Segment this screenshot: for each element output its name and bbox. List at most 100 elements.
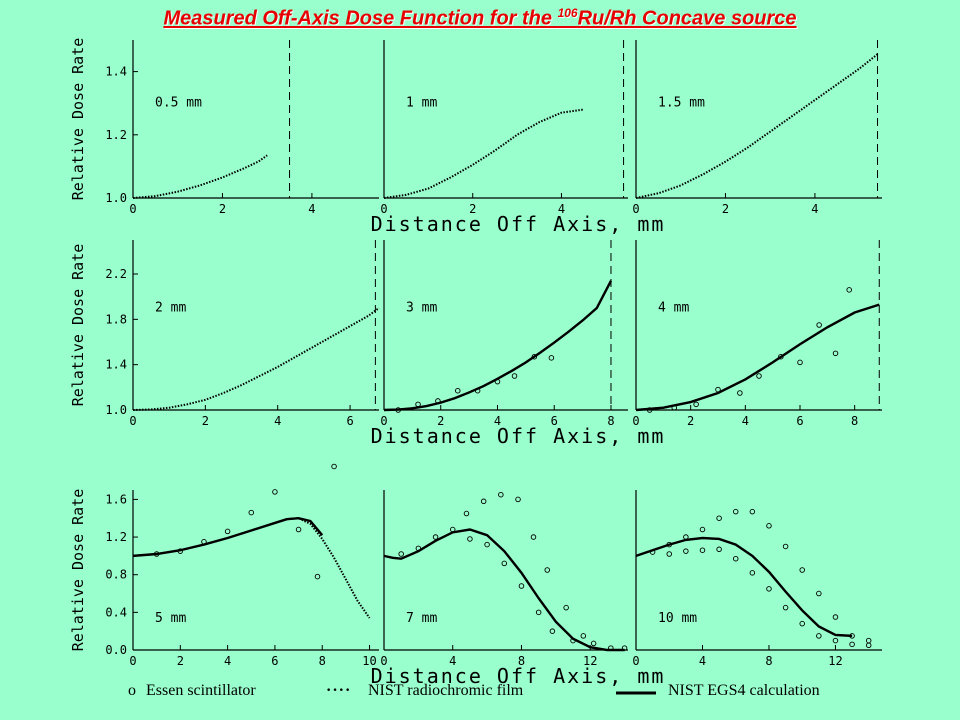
film-curve (132, 517, 371, 619)
panel-7: 0 4 8 12 7 mm (380, 490, 628, 668)
essen-point (766, 586, 772, 592)
legend: o Essen scintillator ···· NIST radiochro… (0, 682, 960, 706)
x-tick-label: 6 (346, 414, 353, 428)
legend-film-label: NIST radiochromic film (368, 682, 524, 699)
panel-depth-label: 4 mm (658, 300, 689, 315)
y-tick-label: 1.4 (105, 65, 127, 79)
essen-point (766, 523, 772, 529)
essen-point (535, 609, 542, 616)
essen-point (849, 641, 855, 648)
x-tick-label: 0 (632, 654, 639, 668)
x-tick-label: 4 (699, 654, 706, 668)
essen-point (201, 539, 207, 545)
x-axis-label: Distance Off Axis, mm (371, 424, 666, 448)
essen-point (248, 509, 255, 516)
essen-point (799, 620, 805, 627)
essen-point (530, 534, 537, 540)
film-curve (383, 280, 612, 411)
essen-point (683, 534, 689, 540)
x-tick-label: 2 (437, 414, 444, 428)
x-tick-label: 2 (219, 202, 226, 216)
essen-point (799, 567, 805, 573)
essen-point (666, 541, 672, 548)
essen-point (501, 560, 508, 567)
x-tick-label: 0 (129, 202, 136, 216)
panel-4: 0 2 4 6 8 3 mm (380, 240, 628, 428)
essen-point (816, 590, 822, 597)
essen-point (548, 355, 555, 361)
essen-point (563, 604, 569, 611)
x-tick-label: 2 (469, 202, 476, 216)
y-tick-label: 0.0 (105, 643, 127, 657)
y-tick-label: 0.8 (105, 568, 127, 582)
x-tick-label: 12 (583, 654, 597, 668)
x-tick-label: 0 (380, 414, 387, 428)
essen-point (415, 401, 421, 408)
page-title: Measured Off-Axis Dose Function for the … (0, 6, 960, 31)
essen-point (699, 526, 706, 533)
panel-depth-label: 1.5 mm (658, 95, 705, 110)
x-tick-label: 4 (494, 414, 501, 428)
y-tick-label: 2.2 (105, 267, 127, 281)
essen-point (484, 541, 490, 548)
panel-depth-label: 0.5 mm (155, 95, 202, 110)
essen-point (832, 614, 839, 620)
x-tick-label: 4 (308, 202, 315, 216)
essen-point (756, 373, 762, 379)
panel-6: 0 2 4 6 8 10 0.0 0.4 0.8 1.2 1.6 Relative Dose Rate… (69, 463, 666, 688)
x-tick-label: 0 (380, 654, 387, 668)
panel-depth-label: 7 mm (406, 611, 437, 626)
film-curve (132, 154, 268, 199)
essen-point (749, 508, 756, 515)
x-tick-label: 8 (765, 654, 772, 668)
x-tick-label: 8 (518, 654, 525, 668)
film-curve (383, 108, 584, 199)
essen-point (749, 570, 756, 576)
essen-point (608, 645, 614, 651)
panel-3: 0 2 4 6 1.0 1.4 1.8 2.2 Relative Dose Rate Distan… (69, 240, 666, 448)
x-tick-label: 4 (274, 414, 281, 428)
essen-point (699, 547, 706, 553)
essen-point (816, 633, 822, 639)
title-rest: Ru/Rh Concave source (577, 7, 797, 30)
panel-depth-label: 1 mm (406, 95, 437, 110)
y-axis-label: Relative Dose Rate (69, 38, 87, 201)
x-tick-label: 0 (632, 202, 639, 216)
essen-point (816, 322, 822, 328)
x-tick-label: 0 (129, 654, 136, 668)
essen-point (666, 551, 672, 557)
essen-point (480, 498, 487, 505)
panel-depth-label: 5 mm (155, 611, 186, 626)
essen-point (435, 398, 441, 404)
essen-point (449, 526, 456, 533)
essen-point (832, 637, 839, 644)
x-tick-label: 8 (319, 654, 326, 668)
essen-point (683, 548, 689, 554)
essen-point (797, 359, 803, 366)
y-tick-label: 1.2 (105, 530, 127, 544)
essen-point (716, 546, 722, 553)
x-tick-label: 0 (632, 414, 639, 428)
panel-depth-label: 10 mm (658, 611, 697, 626)
essen-point (467, 536, 473, 542)
essen-point (846, 287, 852, 293)
y-axis-label: Relative Dose Rate (69, 489, 87, 652)
essen-point (849, 633, 855, 639)
essen-point (716, 515, 722, 521)
essen-point (782, 604, 789, 611)
essen-point (832, 350, 839, 357)
essen-point (778, 353, 784, 360)
essen-point (570, 637, 576, 644)
x-tick-label: 8 (851, 414, 858, 428)
y-tick-label: 1.6 (105, 492, 127, 506)
essen-point (693, 401, 699, 408)
y-tick-label: 1.8 (105, 312, 127, 326)
title-isotope-superscript: 106 (557, 6, 578, 20)
panel-0: 0 2 4 1.0 1.2 1.4 Relative Dose Rate Distance O… (69, 38, 663, 236)
essen-point (498, 491, 504, 498)
y-axis-label: Relative Dose Rate (69, 244, 87, 407)
panel-1: 0 2 4 1 mm (380, 40, 628, 216)
film-curve (383, 528, 625, 651)
x-axis-label: Distance Off Axis, mm (371, 664, 666, 688)
